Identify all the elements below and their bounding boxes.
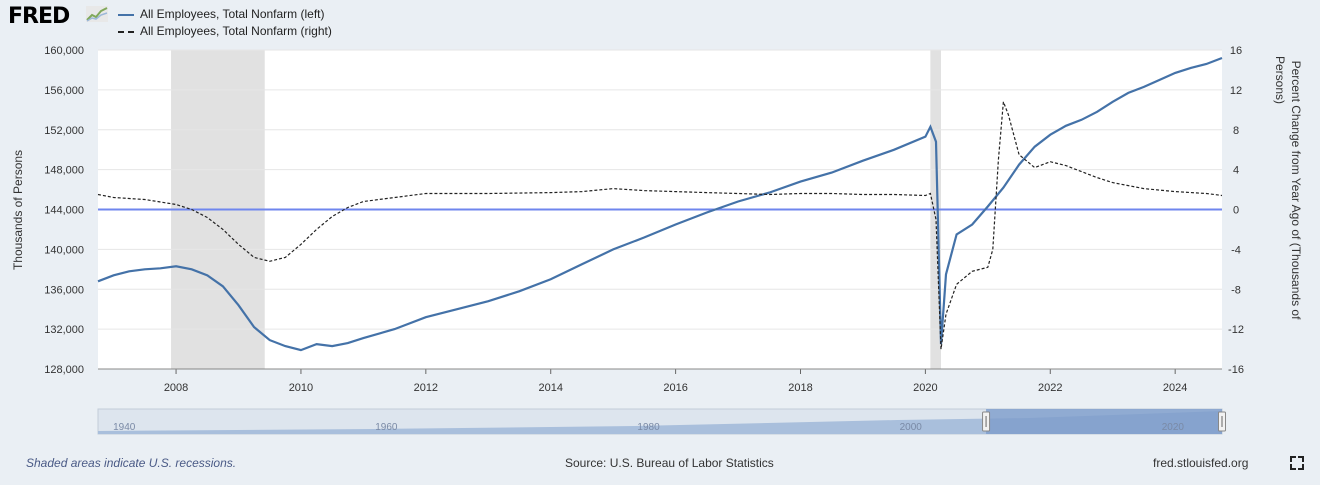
legend-label: All Employees, Total Nonfarm (right) [140, 24, 332, 38]
x-tick-label: 2010 [289, 382, 313, 394]
x-tick-label: 2008 [164, 382, 188, 394]
y-tick-label-right: 0 [1233, 205, 1239, 217]
navigator-selection [986, 409, 1222, 434]
x-tick-label: 2024 [1163, 382, 1187, 394]
y-tick-label-right: 8 [1233, 125, 1239, 137]
navigator-tick-label: 2020 [1162, 422, 1185, 433]
y-tick-label-right: 4 [1233, 165, 1239, 177]
legend-swatch-dashed [118, 30, 134, 33]
source-text: Source: U.S. Bureau of Labor Statistics [565, 456, 774, 470]
x-tick-label: 2022 [1038, 382, 1062, 394]
fred-logo[interactable]: FRED [8, 4, 70, 29]
navigator-tick-label: 1940 [113, 422, 136, 433]
chart-legend: All Employees, Total Nonfarm (left) All … [118, 6, 332, 40]
fullscreen-icon[interactable] [1290, 456, 1304, 470]
range-navigator[interactable]: 1940 1960 1980 2000 2020 [97, 408, 1226, 435]
y-axis-right-label-line2: Persons) [1273, 56, 1287, 104]
navigator-tick-label: 1980 [637, 422, 660, 433]
x-tick-label: 2016 [663, 382, 687, 394]
series-line-left [97, 56, 1223, 352]
y-tick-label-left: 136,000 [44, 284, 84, 296]
site-link[interactable]: fred.stlouisfed.org [1153, 456, 1249, 470]
y-tick-label-right: 12 [1230, 85, 1242, 97]
y-tick-label-right: -4 [1231, 244, 1241, 256]
fred-graph-icon [86, 6, 108, 22]
y-tick-label-right: -8 [1231, 284, 1241, 296]
x-tick-label: 2018 [788, 382, 812, 394]
y-tick-label-left: 148,000 [44, 165, 84, 177]
navigator-tick-label: 1960 [375, 422, 398, 433]
y-tick-label-left: 144,000 [44, 205, 84, 217]
y-tick-label-left: 156,000 [44, 85, 84, 97]
series-lines [97, 56, 1223, 352]
navigator-tick-label: 2000 [900, 422, 923, 433]
x-tick-label: 2012 [414, 382, 438, 394]
legend-item-left-series[interactable]: All Employees, Total Nonfarm (left) [118, 6, 332, 23]
y-tick-label-right: 16 [1230, 45, 1242, 57]
axes: 128,000 132,000 136,000 140,000 144,000 148,0… [44, 45, 1244, 394]
y-axis-left-label: Thousands of Persons [11, 150, 25, 270]
y-tick-label-left: 152,000 [44, 125, 84, 137]
y-tick-label-left: 140,000 [44, 244, 84, 256]
y-tick-label-left: 132,000 [44, 324, 84, 336]
legend-label: All Employees, Total Nonfarm (left) [140, 7, 325, 21]
y-tick-label-left: 128,000 [44, 364, 84, 376]
y-tick-label-right: -16 [1228, 364, 1244, 376]
y-tick-label-right: -12 [1228, 324, 1244, 336]
legend-item-right-series[interactable]: All Employees, Total Nonfarm (right) [118, 23, 332, 40]
navigator-area [98, 411, 1222, 434]
header: FRED All Employees, Total Nonfarm (left)… [0, 0, 1320, 42]
legend-swatch-solid [118, 13, 134, 16]
series-line-right [97, 101, 1223, 350]
recession-note: Shaded areas indicate U.S. recessions. [26, 456, 237, 470]
x-tick-label: 2014 [538, 382, 562, 394]
y-tick-label-left: 160,000 [44, 45, 84, 57]
x-tick-label: 2020 [913, 382, 937, 394]
y-axis-right-label-line1: Percent Change from Year Ago of (Thousan… [1289, 61, 1303, 320]
